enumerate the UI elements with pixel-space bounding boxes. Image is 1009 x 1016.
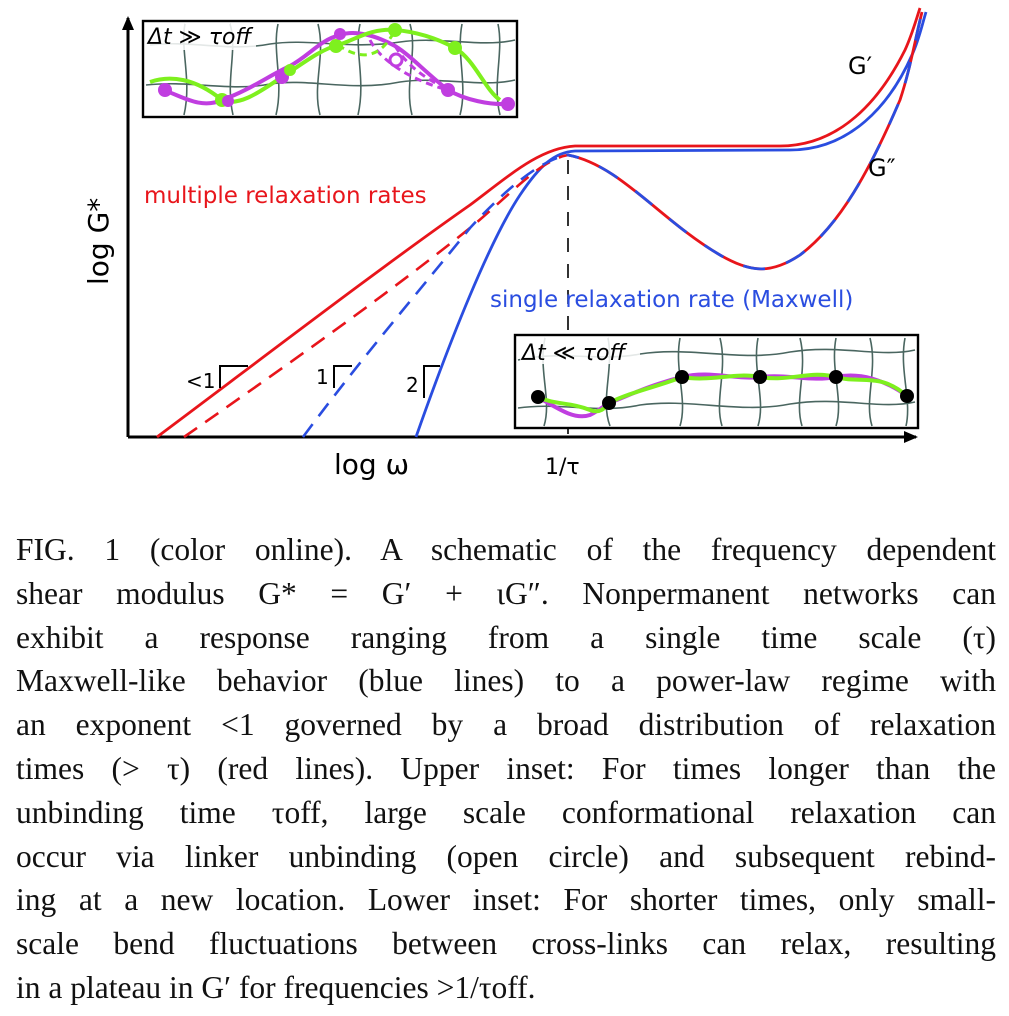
y-axis-label: log G* [82,198,115,285]
caption-line: Maxwell-like behavior (blue lines) to a … [16,663,996,699]
slope-label-1: 1 [316,365,329,389]
slope-label-2: 2 [406,373,419,397]
slope-marker-1 [333,365,352,388]
lower-inset-label: Δt ≪ τoff [520,341,627,366]
caption-line: ing at a new location. Lower inset: For … [16,882,996,918]
slope-marker-2 [423,365,440,398]
g-double-prime-dip-blue [567,11,924,271]
single-relaxation-label: single relaxation rate (Maxwell) [490,287,853,313]
lower-inset: Δt ≪ τoff [513,333,920,430]
g-double-prime-dip-red [567,11,924,271]
g-double-prime-red-dashed [183,153,569,439]
x-axis-label: log ω [334,448,409,481]
multiple-relaxation-label: multiple relaxation rates [144,183,427,209]
caption-line: scale bend fluctuations between cross-li… [16,926,996,962]
figure-caption: FIG. 1 (color online). A schematic of th… [16,528,996,1010]
caption-line: FIG. 1 (color online). A schematic of th… [16,532,996,567]
x-tick-label: 1/τ [545,455,580,480]
caption-line: unbinding time τoff, large scale conform… [16,794,996,830]
slope-marker-lt1 [219,365,248,388]
frequency-modulus-schematic: log G* log ω 1/τ G′ G″ multiple relaxati… [82,7,928,481]
slope-label-lt1: <1 [186,369,215,393]
caption-line: in a plateau in G′ for frequencies >1/τo… [16,969,536,1005]
g-prime-red-curve [156,7,922,439]
caption-line: occur via linker unbinding (open circle)… [16,838,996,874]
caption-line: shear modulus G* = G′ + ιG″. Nonpermanen… [16,575,996,611]
g-double-prime-blue-dashed [301,153,569,438]
caption-line: an exponent <1 governed by a broad distr… [16,707,996,743]
upper-inset: Δt ≫ τoff [141,19,519,119]
caption-line: exhibit a response ranging from a single… [16,619,996,655]
upper-inset-label: Δt ≫ τoff [146,25,253,50]
g-double-prime-label: G″ [868,154,896,182]
caption-line: times (> τ) (red lines). Upper inset: Fo… [16,750,996,786]
g-prime-label: G′ [848,52,872,80]
